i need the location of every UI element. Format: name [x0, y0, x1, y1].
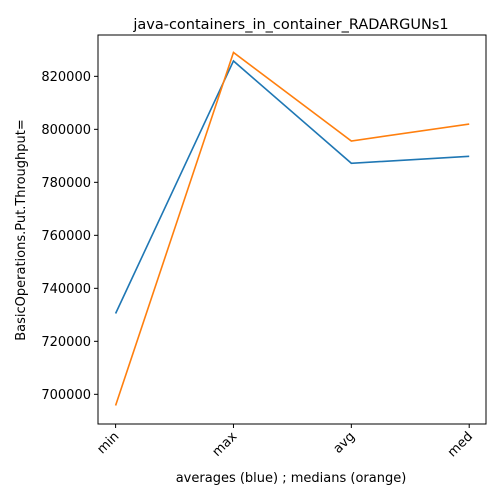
series-line-1: [114, 59, 470, 314]
plot-frame: [97, 34, 487, 425]
x-axis: min max avg med: [94, 424, 476, 460]
y-tick-label: 820000: [41, 70, 91, 85]
y-tick-label: 740000: [41, 282, 91, 297]
y-tick-label: 800000: [41, 123, 91, 138]
series-lines: [114, 51, 470, 406]
y-tick-label: 700000: [41, 388, 91, 403]
x-tick-label: med: [445, 429, 476, 460]
series-line-2: [114, 51, 470, 406]
x-tick-label: avg: [331, 429, 359, 457]
x-tick-label: max: [210, 429, 241, 460]
y-tick-label: 780000: [41, 176, 91, 191]
y-tick-label: 760000: [41, 229, 91, 244]
chart-title: java-containers_in_container_RADARGUNs1: [132, 17, 448, 33]
y-axis: 700000 720000 740000 760000 780000 800000 8200…: [41, 70, 98, 403]
x-axis-label: averages (blue) ; medians (orange): [176, 471, 407, 486]
y-axis-label: BasicOperations.Put.Throughput=: [14, 119, 29, 341]
x-tick-label: min: [94, 429, 122, 457]
y-tick-label: 720000: [41, 335, 91, 350]
